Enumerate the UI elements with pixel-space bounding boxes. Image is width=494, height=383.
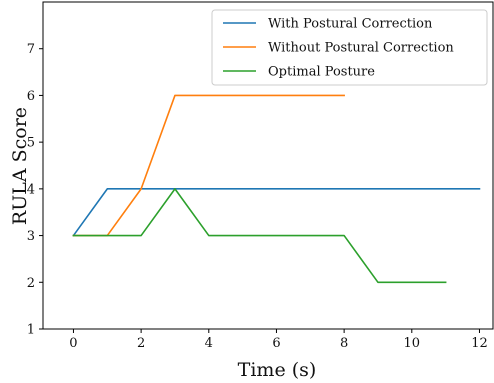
x-tick-label: 6 [272, 336, 280, 351]
x-tick-label: 2 [137, 336, 145, 351]
series-layer [72, 94, 481, 284]
x-tick-label: 4 [205, 336, 213, 351]
y-tick-label: 1 [27, 323, 35, 338]
plot-area-frame [42, 1, 494, 330]
y-axis-title: RULA Score [9, 107, 31, 225]
y-tick-label: 2 [27, 276, 35, 291]
x-tick-label: 12 [471, 336, 488, 351]
y-tick-label: 7 [27, 42, 35, 57]
series-line-1 [72, 188, 481, 237]
x-tick-label: 0 [69, 336, 77, 351]
legend-box [211, 9, 488, 86]
y-tick-label: 4 [27, 182, 35, 197]
y-tick-label: 3 [27, 229, 35, 244]
legend-label-1: With Postural Correction [268, 17, 433, 32]
x-axis-title: Time (s) [238, 359, 317, 381]
legend-label-2: Without Postural Correction [268, 41, 454, 56]
y-tick-label: 6 [27, 89, 35, 104]
legend: With Postural Correction Without Postural… [211, 9, 488, 86]
series-line-3 [72, 188, 447, 284]
legend-entries: With Postural Correction Without Postural… [223, 17, 454, 80]
x-tick-label: 10 [404, 336, 421, 351]
y-tick-label: 5 [27, 136, 35, 151]
x-tick-label: 8 [340, 336, 348, 351]
legend-label-3: Optimal Posture [268, 65, 375, 80]
series-line-2 [72, 94, 345, 237]
